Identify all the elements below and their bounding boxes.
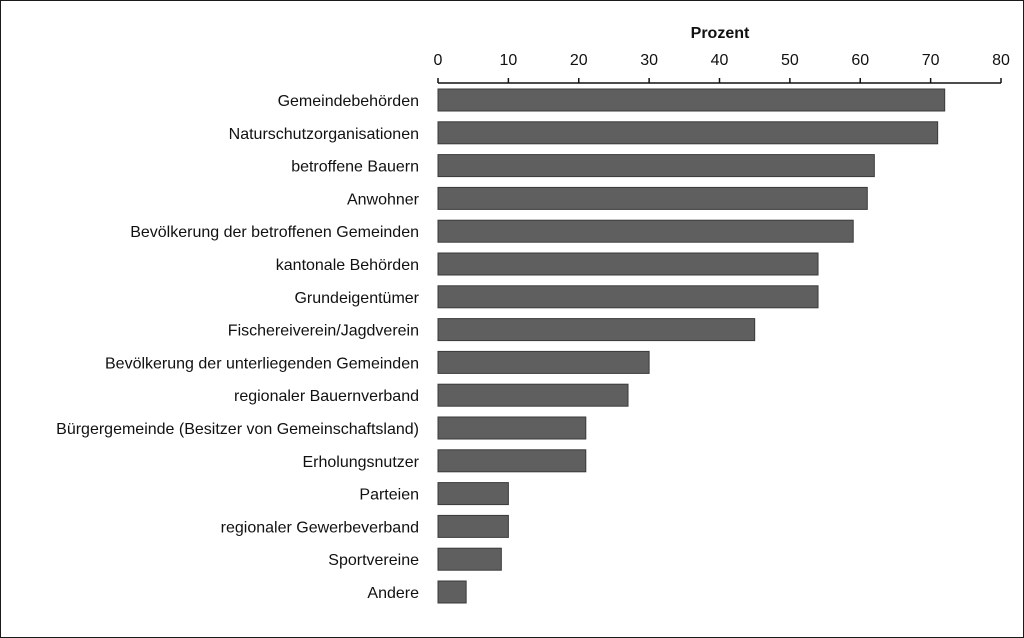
bar: [437, 547, 502, 571]
category-label: betroffene Bauern: [291, 159, 419, 176]
category-label: Anwohner: [347, 191, 420, 208]
category-label: Bürgergemeinde (Besitzer von Gemeinschaf…: [56, 421, 419, 438]
bar: [437, 383, 629, 407]
x-tick-label: 60: [851, 52, 869, 69]
category-label: Andere: [367, 585, 419, 602]
category-label: kantonale Behörden: [276, 257, 419, 274]
bar: [437, 186, 868, 210]
bar: [437, 154, 875, 178]
category-label: regionaler Gewerbeverband: [221, 519, 419, 536]
bar: [437, 88, 946, 112]
category-label: Sportvereine: [328, 552, 419, 569]
category-label: Naturschutzorganisationen: [229, 126, 419, 143]
category-label: Erholungsnutzer: [302, 454, 419, 471]
x-tick-label: 80: [992, 52, 1010, 69]
bar: [437, 318, 756, 342]
bar: [437, 482, 509, 506]
x-tick-label: 10: [499, 52, 517, 69]
x-tick-label: 30: [640, 52, 658, 69]
bar: [437, 252, 819, 276]
bar: [437, 449, 587, 473]
bar: [437, 416, 587, 440]
x-tick-label: 70: [922, 52, 940, 69]
bar: [437, 219, 854, 243]
x-axis-title: Prozent: [691, 25, 750, 42]
x-tick-label: 40: [711, 52, 729, 69]
category-labels: Gemeindebehörden Naturschutzorganisatione…: [56, 93, 420, 602]
category-label: Gemeindebehörden: [278, 93, 419, 110]
bar: [437, 580, 467, 604]
bar: [437, 514, 509, 538]
category-label: Fischereiverein/Jagdverein: [228, 323, 419, 340]
x-tick-label: 20: [570, 52, 588, 69]
category-label: Bevölkerung der unterliegenden Gemeinden: [105, 355, 419, 372]
x-tick-label: 50: [781, 52, 799, 69]
x-tick-label: 0: [434, 52, 443, 69]
bar: [437, 121, 939, 145]
category-label: Parteien: [359, 487, 419, 504]
category-label: regionaler Bauernverband: [234, 388, 419, 405]
category-label: Grundeigentümer: [294, 290, 419, 307]
bars: [437, 88, 946, 604]
category-label: Bevölkerung der betroffenen Gemeinden: [130, 224, 419, 241]
x-axis: 0 10 20 30 40 50 60 70 80: [434, 52, 1010, 84]
bar: [437, 285, 819, 309]
bar: [437, 350, 650, 374]
